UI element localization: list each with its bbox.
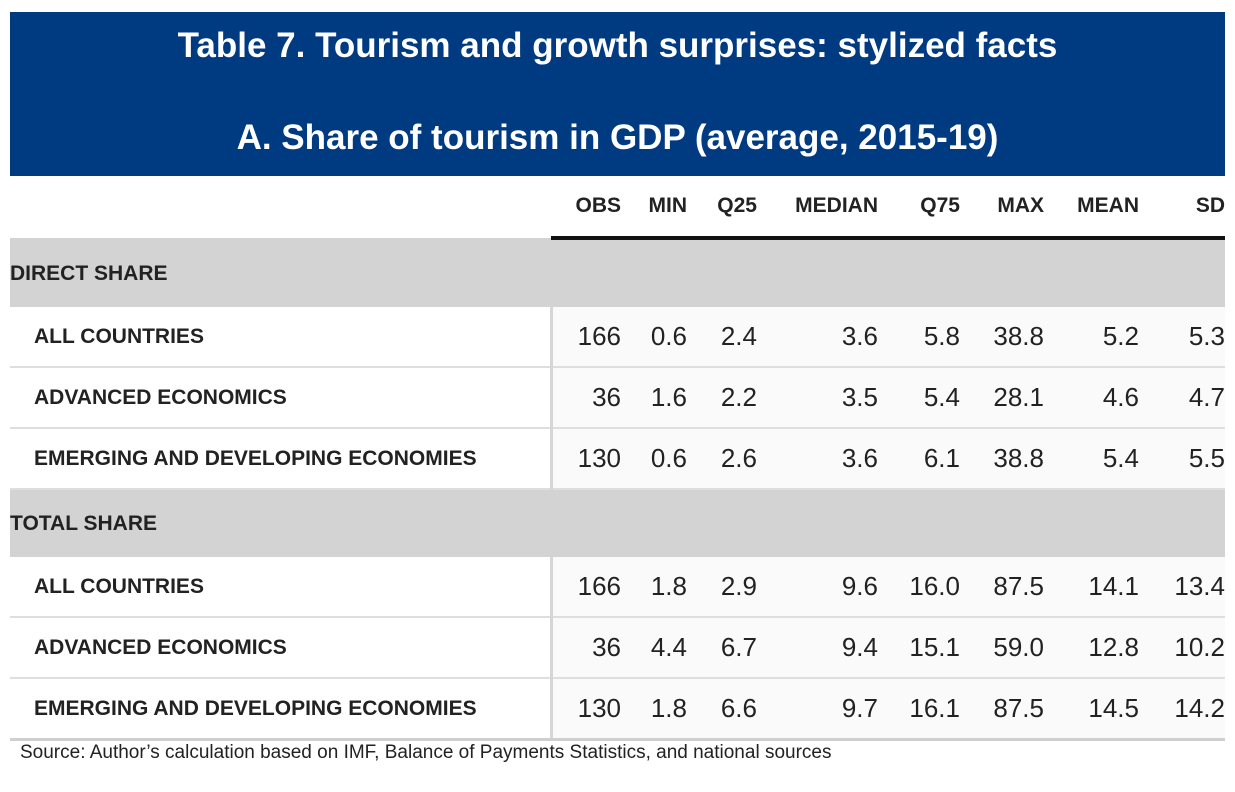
cell: 2.6 — [687, 428, 757, 490]
cell: 2.4 — [687, 307, 757, 368]
cell: 87.5 — [960, 557, 1044, 618]
cell: 3.5 — [757, 367, 878, 429]
cell: 28.1 — [960, 367, 1044, 429]
table-title: Table 7. Tourism and growth surprises: s… — [177, 26, 1058, 65]
cell: 9.7 — [757, 678, 878, 741]
row-label: ADVANCED ECONOMICS — [10, 367, 553, 429]
table-row: ADVANCED ECONOMICS 36 1.6 2.2 3.5 5.4 28… — [10, 367, 1225, 429]
cell: 130 — [551, 428, 621, 490]
cell: 166 — [551, 557, 621, 618]
cell: 1.8 — [621, 557, 687, 618]
table-row: ADVANCED ECONOMICS 36 4.4 6.7 9.4 15.1 5… — [10, 617, 1225, 679]
cell: 6.7 — [687, 617, 757, 679]
cell: 9.6 — [757, 557, 878, 618]
cell: 5.4 — [878, 367, 960, 429]
cell: 2.2 — [687, 367, 757, 429]
col-header: Q25 — [687, 176, 757, 240]
row-label: EMERGING AND DEVELOPING ECONOMIES — [10, 678, 553, 741]
row-label: EMERGING AND DEVELOPING ECONOMIES — [10, 428, 553, 490]
cell: 13.4 — [1139, 557, 1225, 618]
table-row: EMERGING AND DEVELOPING ECONOMIES 130 1.… — [10, 678, 1225, 741]
cell: 166 — [551, 307, 621, 368]
cell: 4.7 — [1139, 367, 1225, 429]
cell: 59.0 — [960, 617, 1044, 679]
row-label: ALL COUNTRIES — [10, 307, 553, 368]
row-label: ALL COUNTRIES — [10, 557, 553, 618]
cell: 38.8 — [960, 428, 1044, 490]
col-header: MAX — [960, 176, 1044, 240]
cell: 87.5 — [960, 678, 1044, 741]
cell: 4.6 — [1044, 367, 1139, 429]
cell: 6.6 — [687, 678, 757, 741]
col-header: MEAN — [1044, 176, 1139, 240]
cell: 15.1 — [878, 617, 960, 679]
table-subtitle: A. Share of tourism in GDP (average, 201… — [236, 118, 999, 157]
title-banner: Table 7. Tourism and growth surprises: s… — [10, 12, 1225, 176]
cell: 10.2 — [1139, 617, 1225, 679]
cell: 3.6 — [757, 428, 878, 490]
section-label: DIRECT SHARE — [10, 238, 1225, 307]
table-row: EMERGING AND DEVELOPING ECONOMIES 130 0.… — [10, 428, 1225, 490]
cell: 36 — [551, 367, 621, 429]
cell: 16.1 — [878, 678, 960, 741]
cell: 9.4 — [757, 617, 878, 679]
cell: 38.8 — [960, 307, 1044, 368]
cell: 36 — [551, 617, 621, 679]
cell: 12.8 — [1044, 617, 1139, 679]
cell: 14.2 — [1139, 678, 1225, 741]
cell: 1.6 — [621, 367, 687, 429]
section-row: DIRECT SHARE — [10, 238, 1225, 307]
source-note: Source: Author’s calculation based on IM… — [20, 742, 832, 763]
cell: 16.0 — [878, 557, 960, 618]
row-label: ADVANCED ECONOMICS — [10, 617, 553, 679]
col-header: OBS — [551, 176, 621, 240]
cell: 1.8 — [621, 678, 687, 741]
cell: 0.6 — [621, 307, 687, 368]
cell: 0.6 — [621, 428, 687, 490]
cell: 4.4 — [621, 617, 687, 679]
cell: 14.5 — [1044, 678, 1139, 741]
cell: 3.6 — [757, 307, 878, 368]
col-header: Q75 — [878, 176, 960, 240]
cell: 5.8 — [878, 307, 960, 368]
cell: 5.3 — [1139, 307, 1225, 368]
col-header: SD — [1139, 176, 1225, 240]
stats-table: OBS MIN Q25 MEDIAN Q75 MAX MEAN SD DIREC… — [10, 176, 1225, 741]
cell: 14.1 — [1044, 557, 1139, 618]
section-label: TOTAL SHARE — [10, 489, 1225, 557]
header-row: OBS MIN Q25 MEDIAN Q75 MAX MEAN SD — [10, 176, 1225, 240]
cell: 5.4 — [1044, 428, 1139, 490]
table-row: ALL COUNTRIES 166 0.6 2.4 3.6 5.8 38.8 5… — [10, 307, 1225, 368]
col-header: MEDIAN — [757, 176, 878, 240]
table-row: ALL COUNTRIES 166 1.8 2.9 9.6 16.0 87.5 … — [10, 557, 1225, 618]
section-row: TOTAL SHARE — [10, 489, 1225, 557]
col-header: MIN — [621, 176, 687, 240]
cell: 2.9 — [687, 557, 757, 618]
cell: 6.1 — [878, 428, 960, 490]
cell: 5.2 — [1044, 307, 1139, 368]
cell: 130 — [551, 678, 621, 741]
cell: 5.5 — [1139, 428, 1225, 490]
